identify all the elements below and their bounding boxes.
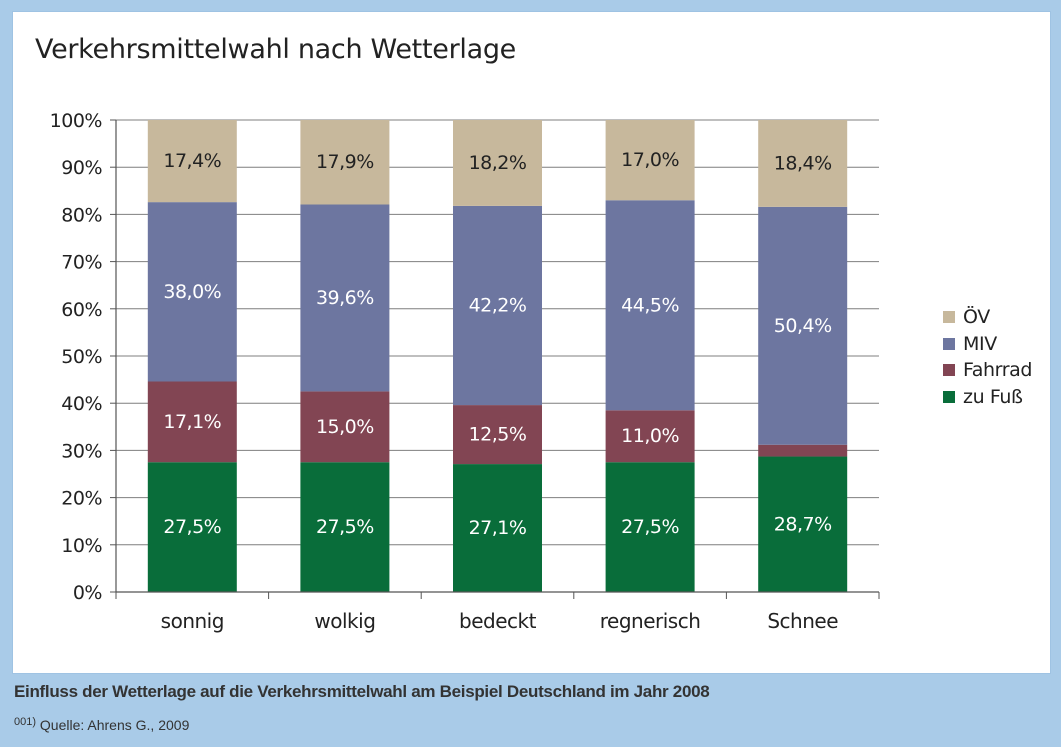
bar-segment [300, 204, 390, 392]
bar-segment [300, 391, 390, 463]
data-label: 17,0% [621, 149, 679, 171]
legend-swatch [943, 390, 955, 403]
legend-label: zu Fuß [963, 385, 1023, 408]
category-label: regnerisch [600, 609, 701, 633]
data-label: 17,4% [163, 150, 221, 172]
data-label: 18,4% [774, 152, 832, 174]
source-text: Quelle: Ahrens G., 2009 [39, 717, 190, 733]
bar-segment [453, 205, 542, 406]
data-label: 42,2% [469, 294, 527, 316]
data-label: 27,1% [469, 517, 527, 539]
data-label: 27,5% [621, 516, 679, 538]
data-label: 12,5% [469, 424, 527, 446]
legend-label: ÖV [963, 306, 990, 329]
y-tick-label: 10% [61, 535, 102, 557]
bar-segment [758, 456, 848, 592]
bar-segment [147, 202, 237, 382]
data-label: 11,0% [621, 425, 679, 447]
data-label: 44,5% [621, 294, 679, 316]
data-label: 15,0% [316, 416, 374, 438]
bar-segment [300, 120, 390, 205]
source-note: 001) Quelle: Ahrens G., 2009 [14, 716, 189, 733]
category-label: bedeckt [459, 609, 537, 633]
legend-label: Fahrrad [963, 359, 1033, 382]
bar-segment [758, 120, 848, 207]
y-tick-label: 40% [61, 393, 102, 415]
data-label: 27,5% [316, 516, 374, 538]
bar-segment [605, 410, 695, 463]
bar-segment [758, 444, 848, 457]
y-tick-label: 60% [61, 299, 102, 321]
y-tick-label: 80% [61, 204, 102, 226]
stacked-bar-chart: 0% 10% 20% 30% 40% 50% 60% 70% 80% 90% 100% 27,5% 17… [50, 110, 880, 633]
legend-item: MIV [943, 331, 1032, 358]
legend-item: zu Fuß [943, 384, 1032, 411]
bar-segment [147, 381, 237, 463]
y-tick-label: 30% [61, 440, 102, 462]
bar-segment [453, 464, 542, 592]
legend-swatch [943, 364, 955, 377]
bar-segment [300, 462, 390, 592]
category-label: sonnig [161, 609, 224, 633]
legend-item: ÖV [943, 304, 1032, 331]
data-label: 28,7% [774, 513, 832, 535]
bar-segment [453, 120, 542, 206]
source-ref: 001) [14, 716, 37, 728]
category-label: wolkig [314, 609, 375, 633]
data-label: 39,6% [316, 287, 374, 309]
y-tick-label: 50% [61, 346, 102, 368]
figure-caption: Einfluss der Wetterlage auf die Verkehrs… [14, 682, 710, 701]
legend-swatch [943, 337, 955, 350]
data-label: 38,0% [163, 281, 221, 303]
legend-swatch [943, 311, 955, 324]
bar-segment [605, 462, 695, 592]
data-label: 50,4% [774, 315, 832, 337]
category-label: Schnee [767, 609, 838, 633]
chart-panel: 0% 10% 20% 30% 40% 50% 60% 70% 80% 90% 100% 27,5% 17… [12, 11, 1051, 674]
y-tick-label: 70% [61, 252, 102, 274]
bar-segment [605, 120, 695, 201]
data-label: 27,5% [163, 516, 221, 538]
legend-item: Fahrrad [943, 357, 1032, 384]
bar-segment [758, 206, 848, 445]
chart-title: Verkehrsmittelwahl nach Wetterlage [35, 34, 516, 65]
data-label: 18,2% [469, 152, 527, 174]
legend-label: MIV [963, 332, 997, 355]
y-tick-label: 20% [61, 488, 102, 510]
y-tick-label: 90% [61, 157, 102, 179]
y-tick-label: 0% [73, 582, 102, 604]
bar-segment [605, 200, 695, 411]
y-tick-label: 100% [50, 110, 102, 132]
data-label: 17,9% [316, 151, 374, 173]
bar-segment [147, 120, 237, 203]
bar-segment [453, 405, 542, 465]
chart-legend: ÖV MIV Fahrrad zu Fuß [943, 304, 1032, 410]
bar-segment [147, 462, 237, 592]
data-label: 17,1% [163, 411, 221, 433]
